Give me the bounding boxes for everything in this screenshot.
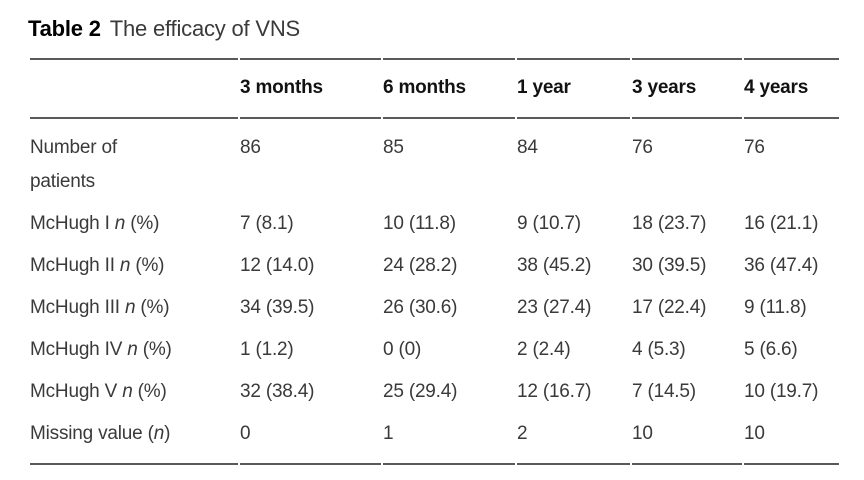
efficacy-table: 3 months 6 months 1 year 3 years 4 years… <box>28 58 841 465</box>
cell: 76 <box>632 137 653 158</box>
cell: 4 (5.3) <box>632 339 686 360</box>
cell: 2 (2.4) <box>517 339 571 360</box>
page: Table 2 The efficacy of VNS 3 months 6 mo… <box>28 14 864 465</box>
row-label: Number of patients <box>30 119 238 203</box>
row-label-text: Missing value (n) <box>30 423 171 444</box>
row-label-text: McHugh II n (%) <box>30 255 165 276</box>
row-label-italic: n <box>114 213 126 234</box>
row-missing-value: Missing value (n) 0 1 2 10 10 <box>30 413 839 465</box>
cell: 10 <box>632 413 742 465</box>
row-label-italic: n <box>127 339 138 360</box>
row-label-text: McHugh I n (%) <box>30 213 160 234</box>
cell: 10 (19.7) <box>744 381 819 402</box>
cell: 38 (45.2) <box>517 255 592 276</box>
cell: 23 (27.4) <box>517 297 592 318</box>
row-label: McHugh V n (%) <box>30 371 238 413</box>
cell: 36 (47.4) <box>744 255 819 276</box>
cell: 17 (22.4) <box>632 297 707 318</box>
row-label-text: Number of patients <box>30 137 117 192</box>
row-label: McHugh IV n (%) <box>30 329 238 371</box>
cell: 85 <box>383 137 404 158</box>
cell: 10 (11.8) <box>383 213 456 234</box>
cell: 7 (14.5) <box>632 381 696 402</box>
row-mchugh-i: McHugh I n (%) 7 (8.1) 10 (11.8) 9 (10.7… <box>30 203 839 245</box>
cell: 84 <box>517 137 538 158</box>
cell: 26 (30.6) <box>383 297 458 318</box>
row-label-text: McHugh IV n (%) <box>30 339 172 360</box>
row-label-text: McHugh V n (%) <box>30 381 167 402</box>
row-number-of-patients: Number of patients 86 85 84 76 76 <box>30 119 839 203</box>
cell: 5 (6.6) <box>744 339 798 360</box>
cell: 9 (10.7) <box>517 213 581 234</box>
header-3-months: 3 months <box>240 58 381 119</box>
cell: 10 <box>744 413 839 465</box>
cell: 2 <box>517 413 630 465</box>
cell: 12 (14.0) <box>240 255 315 276</box>
row-label: Missing value (n) <box>30 413 238 465</box>
table-caption-title: The efficacy of VNS <box>109 16 300 41</box>
row-label-italic: n <box>124 297 136 318</box>
row-label-italic: n <box>122 381 133 402</box>
header-4-years: 4 years <box>744 58 839 119</box>
cell: 34 (39.5) <box>240 297 315 318</box>
cell: 1 (1.2) <box>240 339 294 360</box>
header-3-years: 3 years <box>632 58 742 119</box>
row-mchugh-iv: McHugh IV n (%) 1 (1.2) 0 (0) 2 (2.4) 4 … <box>30 329 839 371</box>
cell: 0 (0) <box>383 339 422 360</box>
row-mchugh-v: McHugh V n (%) 32 (38.4) 25 (29.4) 12 (1… <box>30 371 839 413</box>
row-label-italic: n <box>153 423 165 444</box>
cell: 76 <box>744 137 765 158</box>
cell: 7 (8.1) <box>240 213 294 234</box>
row-label: McHugh III n (%) <box>30 287 238 329</box>
cell: 16 (21.1) <box>744 213 819 234</box>
cell: 0 <box>240 413 381 465</box>
cell: 1 <box>383 413 515 465</box>
table-caption: Table 2 The efficacy of VNS <box>28 14 864 44</box>
row-label: McHugh I n (%) <box>30 203 238 245</box>
cell: 30 (39.5) <box>632 255 707 276</box>
cell: 32 (38.4) <box>240 381 315 402</box>
header-1-year: 1 year <box>517 58 630 119</box>
cell: 12 (16.7) <box>517 381 592 402</box>
cell: 86 <box>240 137 261 158</box>
row-mchugh-ii: McHugh II n (%) 12 (14.0) 24 (28.2) 38 (… <box>30 245 839 287</box>
table-caption-number: Table 2 <box>28 16 101 41</box>
row-mchugh-iii: McHugh III n (%) 34 (39.5) 26 (30.6) 23 … <box>30 287 839 329</box>
row-label-italic: n <box>119 255 131 276</box>
cell: 25 (29.4) <box>383 381 458 402</box>
cell: 18 (23.7) <box>632 213 707 234</box>
cell: 9 (11.8) <box>744 297 807 318</box>
cell: 24 (28.2) <box>383 255 458 276</box>
header-row: 3 months 6 months 1 year 3 years 4 years <box>30 58 839 119</box>
row-label: McHugh II n (%) <box>30 245 238 287</box>
header-cell-empty <box>30 58 238 119</box>
header-6-months: 6 months <box>383 58 515 119</box>
row-label-text: McHugh III n (%) <box>30 297 170 318</box>
